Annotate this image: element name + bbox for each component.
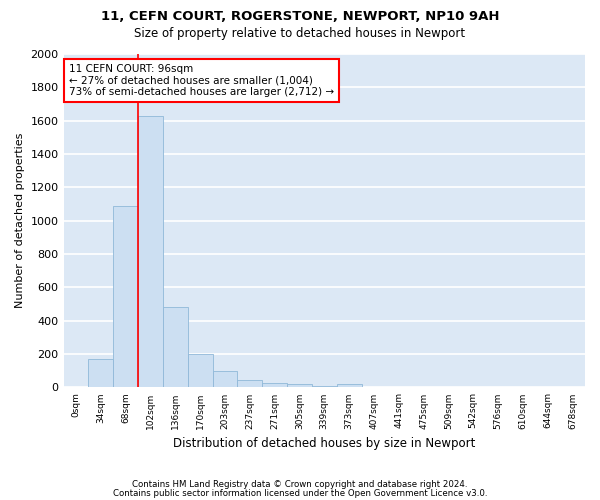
Bar	[163, 308, 188, 388]
Bar	[262, 383, 287, 388]
Bar	[337, 384, 362, 388]
Text: 11, CEFN COURT, ROGERSTONE, NEWPORT, NP10 9AH: 11, CEFN COURT, ROGERSTONE, NEWPORT, NP1…	[101, 10, 499, 23]
Text: Size of property relative to detached houses in Newport: Size of property relative to detached ho…	[134, 28, 466, 40]
Text: Contains public sector information licensed under the Open Government Licence v3: Contains public sector information licen…	[113, 488, 487, 498]
Text: Contains HM Land Registry data © Crown copyright and database right 2024.: Contains HM Land Registry data © Crown c…	[132, 480, 468, 489]
Bar	[312, 386, 337, 388]
X-axis label: Distribution of detached houses by size in Newport: Distribution of detached houses by size …	[173, 437, 475, 450]
Bar	[113, 206, 138, 388]
Text: 11 CEFN COURT: 96sqm
← 27% of detached houses are smaller (1,004)
73% of semi-de: 11 CEFN COURT: 96sqm ← 27% of detached h…	[69, 64, 334, 97]
Bar	[88, 359, 113, 388]
Y-axis label: Number of detached properties: Number of detached properties	[15, 133, 25, 308]
Bar	[138, 116, 163, 388]
Bar	[188, 354, 212, 388]
Bar	[238, 380, 262, 388]
Bar	[287, 384, 312, 388]
Bar	[212, 371, 238, 388]
